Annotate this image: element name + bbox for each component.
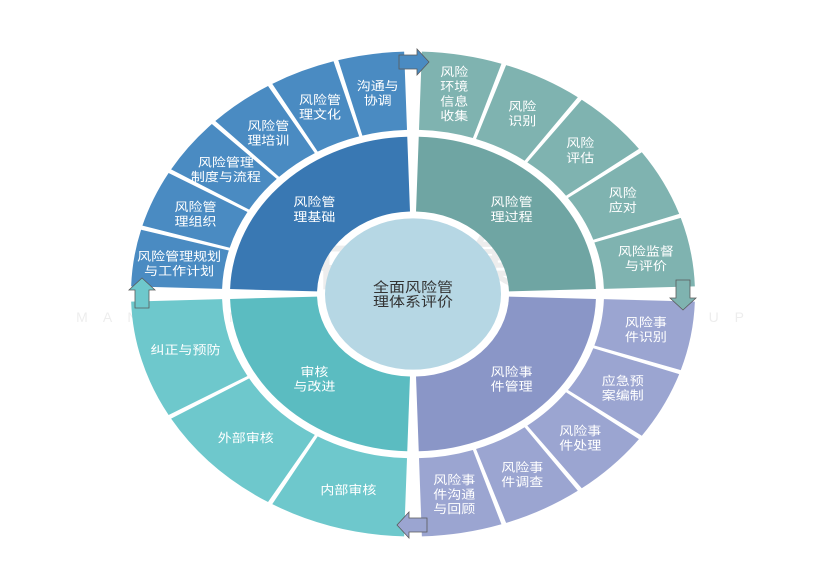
outer-label-br-0: 风险事件识别	[625, 315, 667, 343]
outer-label-tr-3: 风险应对	[609, 186, 637, 214]
outer-label-bl-1: 外部审核	[218, 431, 274, 445]
outer-label-bl-0: 内部审核	[320, 483, 376, 497]
outer-label-br-3: 风险事件调查	[501, 460, 543, 488]
outer-label-tl-1: 风险管理组织	[175, 200, 217, 228]
center-label: 全面风险管理体系评价	[373, 279, 453, 310]
outer-label-bl-2: 纠正与预防	[151, 343, 221, 357]
outer-label-br-4: 风险事件沟通与回顾	[433, 473, 475, 516]
outer-label-br-2: 风险事件处理	[559, 424, 601, 452]
outer-label-tr-1: 风险识别	[508, 100, 536, 128]
outer-label-tr-2: 风险评估	[566, 136, 594, 164]
risk-management-ring-diagram: 中 咨 集 M A N A G E M E N T P R O F E S S …	[0, 0, 826, 588]
outer-label-tl-4: 风险管理文化	[299, 93, 341, 121]
outer-label-tr-4: 风险监督与评价	[618, 244, 674, 272]
outer-label-tl-2: 风险管理制度与流程	[191, 155, 261, 183]
outer-label-tl-3: 风险管理培训	[247, 119, 289, 147]
ring-group: 风险管理基础风险管理规划与工作计划风险管理组织风险管理制度与流程风险管理培训风险…	[131, 52, 695, 537]
inner-label-br: 风险事件管理	[491, 365, 533, 393]
outer-label-tl-0: 风险管理规划与工作计划	[137, 250, 221, 278]
outer-label-br-1: 应急预案编制	[602, 374, 644, 402]
inner-label-tr: 风险管理过程	[491, 195, 533, 223]
inner-label-tl: 风险管理基础	[293, 195, 335, 223]
outer-label-tr-0: 风险环境信息收集	[440, 65, 468, 123]
